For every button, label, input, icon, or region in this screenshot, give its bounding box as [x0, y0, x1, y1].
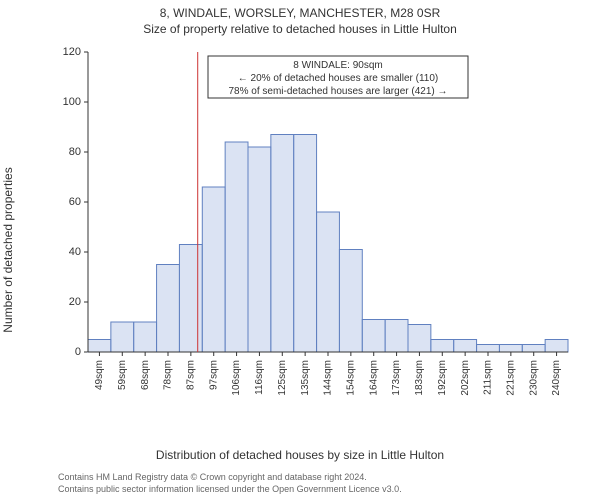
- histogram-bar: [202, 187, 225, 352]
- histogram-bar: [454, 340, 477, 353]
- svg-text:240sqm: 240sqm: [551, 360, 562, 396]
- svg-text:59sqm: 59sqm: [117, 360, 128, 390]
- histogram-bar: [545, 340, 568, 353]
- chart-title-description: Size of property relative to detached ho…: [0, 22, 600, 36]
- histogram-bar: [225, 142, 248, 352]
- svg-text:80: 80: [69, 146, 81, 158]
- svg-text:173sqm: 173sqm: [391, 360, 402, 396]
- svg-text:116sqm: 116sqm: [254, 360, 265, 395]
- svg-text:183sqm: 183sqm: [414, 360, 425, 396]
- svg-text:0: 0: [75, 346, 81, 358]
- histogram-bar: [134, 322, 157, 352]
- histogram-bar: [385, 320, 408, 353]
- histogram-bar: [294, 135, 317, 353]
- histogram-bar: [111, 322, 134, 352]
- y-axis-label: Number of detached properties: [1, 167, 15, 332]
- svg-text:144sqm: 144sqm: [323, 360, 334, 396]
- svg-text:125sqm: 125sqm: [277, 360, 288, 396]
- svg-text:192sqm: 192sqm: [437, 360, 448, 396]
- svg-text:20: 20: [69, 296, 81, 308]
- histogram-bar: [157, 265, 180, 353]
- histogram-bar: [362, 320, 385, 353]
- x-axis-label: Distribution of detached houses by size …: [0, 448, 600, 462]
- footer-copyright-2: Contains public sector information licen…: [58, 484, 402, 494]
- footer-copyright-1: Contains HM Land Registry data © Crown c…: [58, 472, 367, 482]
- histogram-bar: [522, 345, 545, 353]
- chart-container: 8, WINDALE, WORSLEY, MANCHESTER, M28 0SR…: [0, 0, 600, 500]
- histogram-plot: 0 20 40 60 80 100 120 49sqm 59sqm 68sqm 78sqm 87sqm…: [58, 42, 578, 402]
- svg-text:78sqm: 78sqm: [163, 360, 174, 390]
- histogram-bar: [408, 325, 431, 353]
- svg-text:49sqm: 49sqm: [94, 360, 105, 390]
- histogram-bar: [499, 345, 522, 353]
- histogram-bar: [248, 147, 271, 352]
- annotation-line-3: 78% of semi-detached houses are larger (…: [228, 86, 447, 97]
- svg-text:106sqm: 106sqm: [231, 360, 242, 396]
- svg-text:221sqm: 221sqm: [505, 360, 516, 396]
- histogram-bar: [339, 250, 362, 353]
- svg-text:202sqm: 202sqm: [460, 360, 471, 396]
- histogram-bar: [179, 245, 202, 353]
- svg-text:120: 120: [63, 46, 81, 58]
- svg-text:211sqm: 211sqm: [483, 360, 494, 395]
- svg-text:230sqm: 230sqm: [528, 360, 539, 396]
- histogram-bar: [431, 340, 454, 353]
- svg-text:40: 40: [69, 246, 81, 258]
- svg-text:164sqm: 164sqm: [368, 360, 379, 396]
- svg-text:68sqm: 68sqm: [140, 360, 151, 390]
- svg-text:97sqm: 97sqm: [208, 360, 219, 390]
- svg-text:135sqm: 135sqm: [300, 360, 311, 396]
- histogram-bar: [477, 345, 500, 353]
- histogram-bar: [271, 135, 294, 353]
- svg-text:100: 100: [63, 96, 81, 108]
- annotation-line-2: ← 20% of detached houses are smaller (11…: [238, 73, 438, 84]
- chart-title-address: 8, WINDALE, WORSLEY, MANCHESTER, M28 0SR: [0, 6, 600, 20]
- annotation-line-1: 8 WINDALE: 90sqm: [293, 60, 382, 71]
- svg-text:87sqm: 87sqm: [185, 360, 196, 390]
- histogram-bar: [88, 340, 111, 353]
- histogram-bar: [317, 212, 340, 352]
- svg-text:154sqm: 154sqm: [345, 360, 356, 396]
- svg-text:60: 60: [69, 196, 81, 208]
